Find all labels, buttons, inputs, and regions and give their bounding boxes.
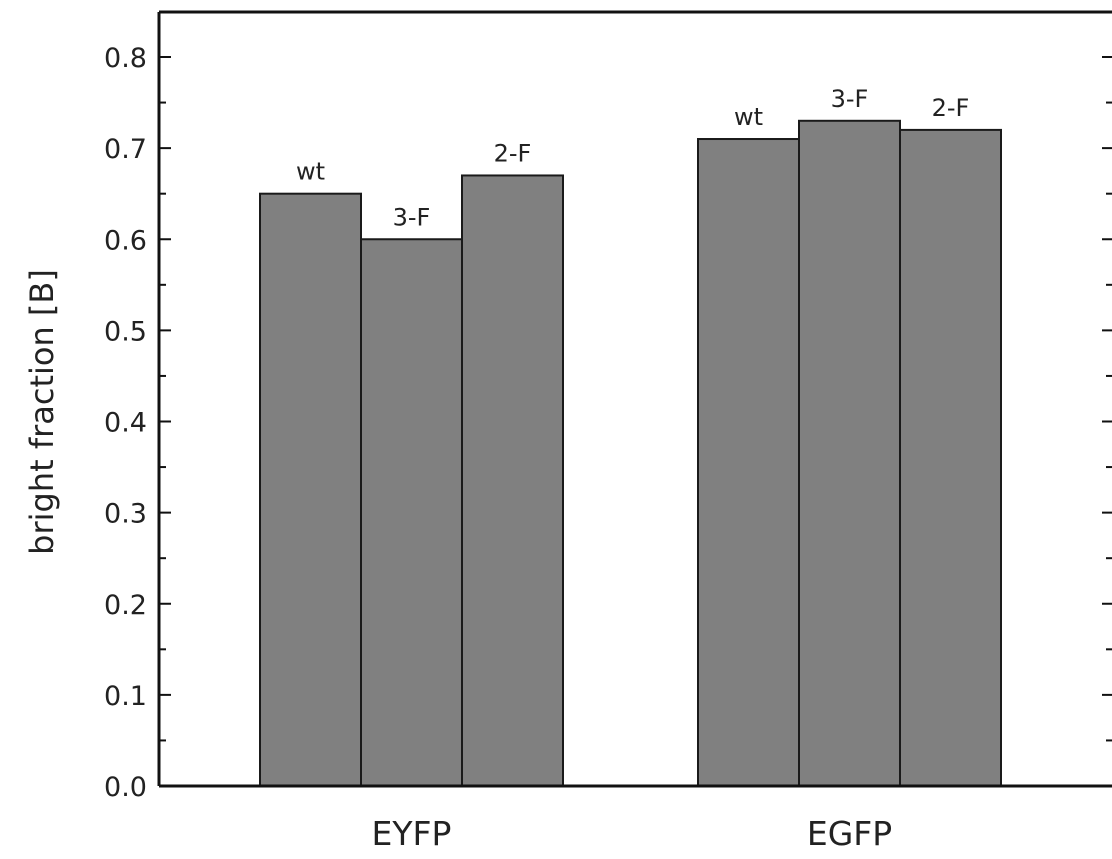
bar-egfp-wt	[697, 138, 800, 787]
bar-label: 2-F	[932, 94, 970, 122]
axes-layer	[157, 10, 1112, 788]
bar-eyfp-3-f	[360, 238, 463, 787]
category-label: EGFP	[807, 814, 892, 853]
bar-label: wt	[296, 158, 325, 186]
bar-label: 3-F	[831, 85, 869, 113]
y-tick-label: 0.6	[104, 225, 147, 256]
bars-layer	[259, 119, 1002, 788]
y-tick-label: 0.4	[104, 408, 147, 439]
y-tick-label: 0.2	[104, 590, 147, 621]
bar-egfp-3-f	[798, 119, 901, 788]
bar-label: wt	[734, 103, 763, 131]
labels-layer: wt 3-F 2-F EYFP wt 3-F 2-F EGFP 0.0 0.1 0.2 0.3 0.4 0…	[104, 43, 969, 853]
y-tick-label: 0.1	[104, 681, 147, 712]
y-tick-label: 0.0	[104, 772, 147, 803]
y-tick-label: 0.3	[104, 499, 147, 530]
bar-eyfp-2-f	[461, 174, 564, 787]
y-axis-title: bright fraction [B]	[23, 269, 61, 555]
category-label: EYFP	[372, 814, 452, 853]
bar-label: 2-F	[494, 139, 532, 167]
bar-eyfp-wt	[259, 192, 362, 787]
y-tick-label: 0.8	[104, 43, 147, 74]
y-tick-label: 0.5	[104, 316, 147, 347]
y-tick-label: 0.7	[104, 134, 147, 165]
bar-egfp-2-f	[899, 128, 1002, 787]
bar-label: 3-F	[393, 203, 431, 231]
